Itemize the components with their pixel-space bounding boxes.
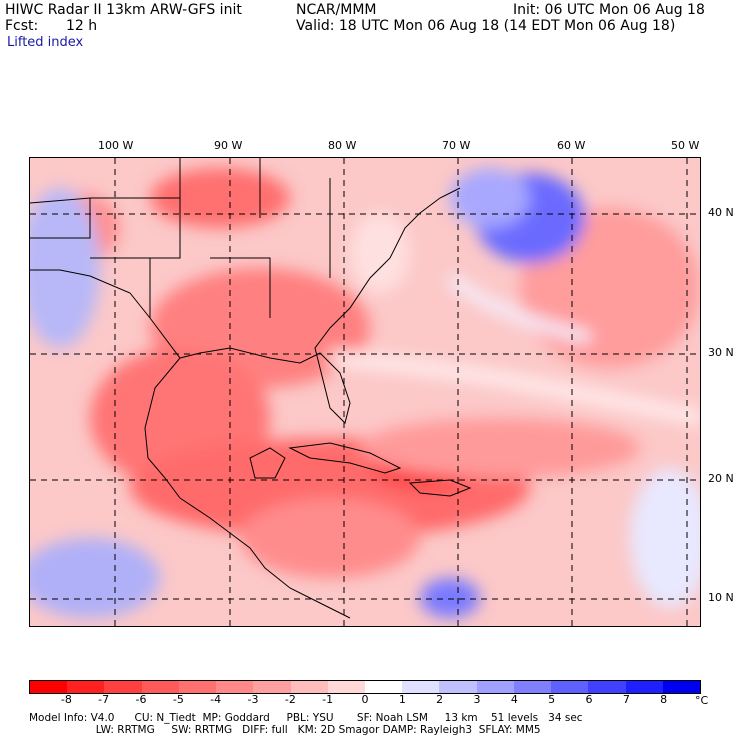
- lon-label: 90 W: [214, 139, 243, 152]
- colorbar-swatch: [625, 681, 663, 693]
- lat-label: 40 N: [708, 206, 734, 219]
- colorbar-tick-label: 4: [510, 693, 518, 706]
- lat-label: 10 N: [708, 591, 734, 604]
- lon-label: 80 W: [328, 139, 357, 152]
- colorbar-unit: °C: [695, 694, 709, 707]
- colorbar-tick-label: 7: [622, 693, 630, 706]
- colorbar-swatch: [141, 681, 179, 693]
- colorbar-tick-label: -7: [98, 693, 110, 706]
- colorbar-tick-label: 1: [398, 693, 406, 706]
- colorbar-swatch: [476, 681, 514, 693]
- field-name: Lifted index: [7, 35, 84, 50]
- colorbar-swatch: [551, 681, 589, 693]
- colorbar-tick-label: -6: [135, 693, 147, 706]
- colorbar-tick-label: 6: [585, 693, 593, 706]
- lon-label: 60 W: [557, 139, 586, 152]
- colorbar-tick-label: -1: [322, 693, 334, 706]
- model-info-line2: LW: RRTMG SW: RRTMG DIFF: full KM: 2D Sm…: [29, 724, 541, 736]
- init-time: Init: 06 UTC Mon 06 Aug 18: [513, 2, 705, 18]
- colorbar-swatch: [67, 681, 105, 693]
- colorbar-swatch: [402, 681, 440, 693]
- model-info-line1: Model Info: V4.0 CU: N_Tiedt MP: Goddard…: [29, 712, 583, 724]
- lon-label: 70 W: [442, 139, 471, 152]
- colorbar-swatch: [104, 681, 142, 693]
- colorbar-tick-label: -5: [172, 693, 184, 706]
- colorbar-tick-label: -8: [60, 693, 72, 706]
- colorbar-swatch: [588, 681, 626, 693]
- org-label: NCAR/MMM: [296, 2, 377, 18]
- colorbar-tick-label: 5: [548, 693, 556, 706]
- colorbar-tick-label: 2: [436, 693, 444, 706]
- fcst-value: 12 h: [66, 18, 98, 34]
- title: HIWC Radar II 13km ARW-GFS init: [5, 2, 242, 18]
- colorbar-swatch: [364, 681, 403, 693]
- colorbar-tick-label: -3: [247, 693, 259, 706]
- colorbar-swatch: [178, 681, 217, 693]
- colorbar-swatch: [290, 681, 328, 693]
- colorbar: [29, 680, 701, 694]
- colorbar-swatch: [30, 681, 68, 693]
- colorbar-tick-label: -2: [284, 693, 296, 706]
- lon-label: 50 W: [671, 139, 700, 152]
- lifted-index-map: [29, 157, 701, 627]
- graticule: [30, 158, 700, 626]
- lat-label: 20 N: [708, 472, 734, 485]
- colorbar-swatch: [662, 681, 700, 693]
- colorbar-swatch: [513, 681, 552, 693]
- colorbar-swatch: [327, 681, 365, 693]
- coastlines: [30, 158, 472, 619]
- lon-label: 100 W: [98, 139, 134, 152]
- colorbar-tick-label: -4: [210, 693, 222, 706]
- colorbar-swatch: [253, 681, 291, 693]
- colorbar-tick-label: 3: [473, 693, 481, 706]
- lat-label: 30 N: [708, 346, 734, 359]
- colorbar-swatch: [439, 681, 477, 693]
- valid-time: Valid: 18 UTC Mon 06 Aug 18 (14 EDT Mon …: [296, 18, 676, 34]
- map-svg: [30, 158, 700, 626]
- colorbar-tick-label: 8: [660, 693, 668, 706]
- colorbar-swatch: [216, 681, 254, 693]
- fcst-label: Fcst:: [5, 18, 39, 34]
- colorbar-tick-label: 0: [361, 693, 369, 706]
- lifted-index-field: [30, 168, 700, 618]
